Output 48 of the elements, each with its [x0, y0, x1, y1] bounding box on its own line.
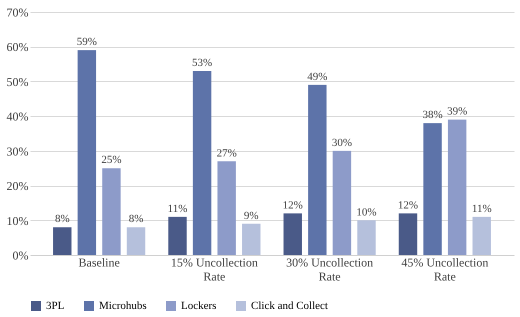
- bar: [308, 84, 327, 255]
- data-label: 11%: [472, 202, 492, 215]
- data-label: 27%: [216, 147, 237, 160]
- bar: [357, 220, 376, 255]
- bar: [398, 213, 418, 255]
- data-label: 8%: [54, 213, 70, 226]
- bar: [448, 120, 466, 255]
- data-label: 49%: [307, 70, 328, 83]
- bar: [168, 216, 187, 255]
- bar: [126, 227, 146, 255]
- data-label: 39%: [447, 106, 468, 118]
- data-label: 9%: [244, 210, 259, 222]
- data-label: 53%: [192, 57, 212, 70]
- bar: [78, 50, 96, 255]
- y-tick-label: 20%: [6, 179, 28, 194]
- y-tick-label: 60%: [6, 40, 28, 54]
- y-tick-label: 30%: [6, 144, 28, 158]
- y-tick-label: 0%: [12, 248, 28, 262]
- x-tick-label: 30% Uncollection Rate: [286, 256, 374, 284]
- bar: [217, 161, 236, 255]
- y-tick-label: 50%: [6, 74, 28, 89]
- bar: [53, 227, 72, 255]
- bar: [423, 123, 442, 255]
- y-tick-label: 10%: [6, 214, 28, 228]
- x-tick-label: 45% Uncollection Rate: [401, 256, 488, 284]
- data-label: 12%: [282, 199, 303, 212]
- x-tick-label: 15% Uncollection Rate: [170, 256, 258, 284]
- legend-label: 3PL: [46, 300, 65, 312]
- data-label: 8%: [128, 213, 144, 226]
- data-label: 12%: [398, 199, 418, 212]
- x-tick-label: Baseline: [78, 256, 120, 270]
- legend-label: Lockers: [181, 300, 216, 312]
- bar: [284, 213, 302, 255]
- data-label: 38%: [422, 109, 443, 122]
- bar: [332, 150, 352, 255]
- legend-label: Microhubs: [99, 300, 147, 312]
- data-label: 10%: [356, 206, 377, 218]
- data-label: 59%: [76, 36, 97, 48]
- bar: [472, 216, 491, 255]
- bar: [242, 224, 260, 255]
- bar: [102, 168, 121, 255]
- bar: [192, 71, 212, 255]
- data-label: 25%: [101, 154, 122, 166]
- y-tick-label: 40%: [6, 110, 28, 124]
- legend-label: Click and Collect: [251, 300, 328, 312]
- data-label: 30%: [332, 136, 352, 149]
- y-tick-label: 70%: [6, 6, 28, 20]
- data-label: 11%: [168, 202, 188, 215]
